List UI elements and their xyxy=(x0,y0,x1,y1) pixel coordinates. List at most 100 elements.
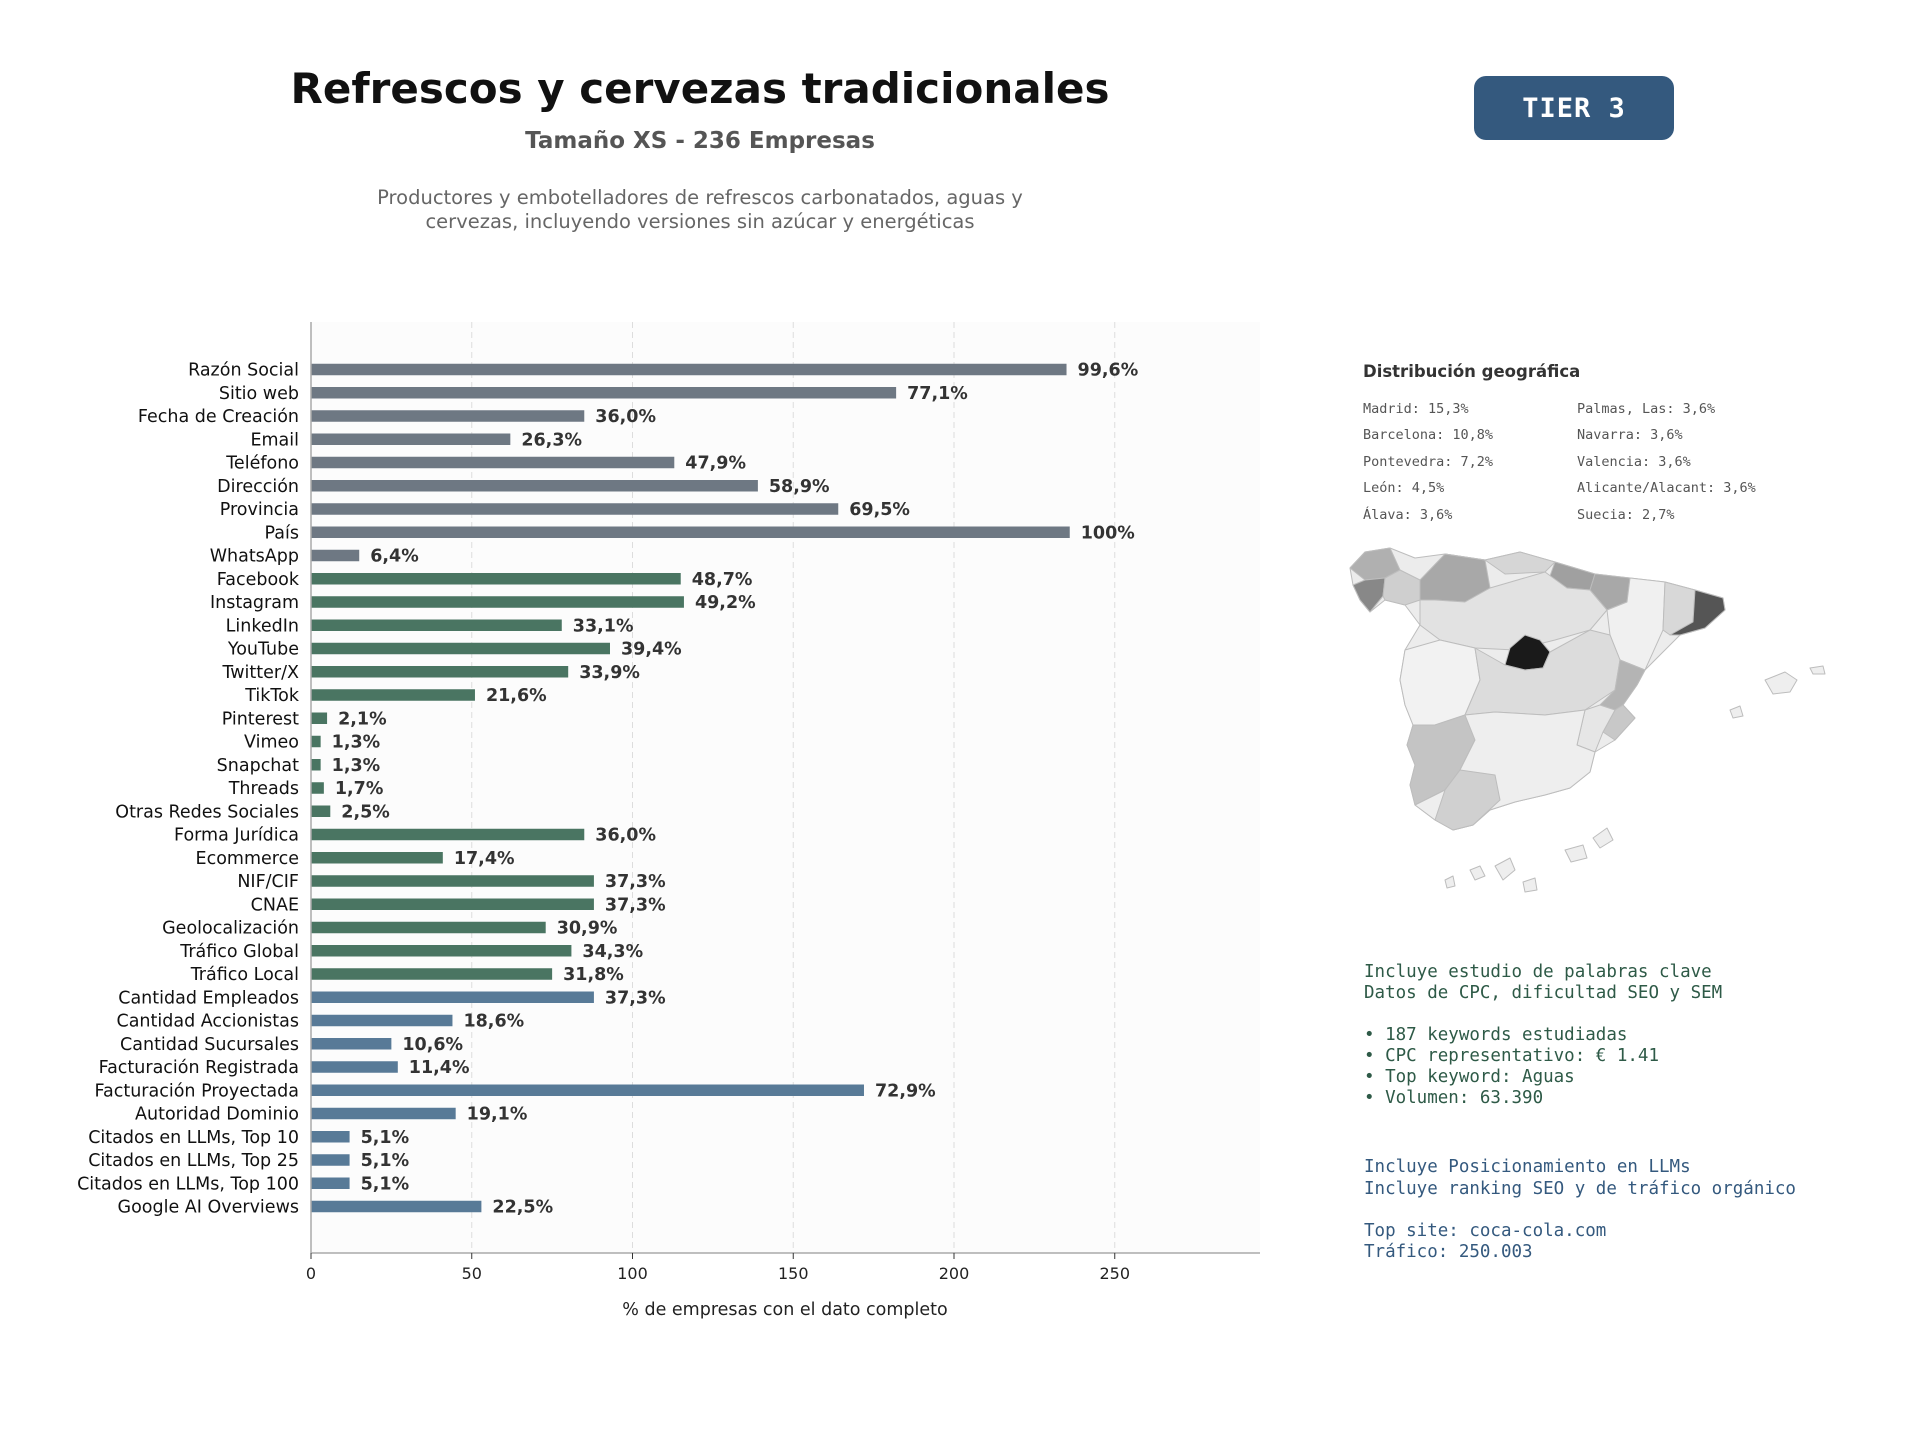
bar xyxy=(311,1107,456,1120)
value-label: 19,1% xyxy=(467,1105,528,1125)
bar xyxy=(311,1084,864,1096)
value-label: 22,5% xyxy=(492,1198,553,1218)
value-label: 34,3% xyxy=(582,942,643,962)
bar xyxy=(311,712,328,724)
category-label: NIF/CIF xyxy=(237,872,299,892)
geo-item: Álava: 3,6% xyxy=(1363,507,1453,523)
value-label: 33,1% xyxy=(573,616,634,636)
category-label: Geolocalización xyxy=(162,919,299,939)
map-north-coast xyxy=(1444,551,1556,575)
category-label: Citados en LLMs, Top 25 xyxy=(88,1151,299,1171)
bar xyxy=(311,433,511,445)
bar xyxy=(311,526,1070,538)
plot-area xyxy=(311,322,1260,1253)
tier-badge: TIER 3 xyxy=(1474,76,1674,140)
bar xyxy=(311,1177,350,1189)
category-label: Threads xyxy=(228,779,299,799)
x-axis-label: % de empresas con el dato completo xyxy=(622,1300,947,1320)
bar xyxy=(311,410,585,422)
bar xyxy=(311,735,321,748)
value-label: 47,9% xyxy=(685,454,746,474)
bar xyxy=(311,387,897,399)
bar xyxy=(311,456,675,469)
keywords-bullet-1: • 187 keywords estudiadas xyxy=(1364,1025,1628,1045)
value-label: 1,3% xyxy=(332,756,381,776)
value-label: 36,0% xyxy=(595,407,656,427)
keywords-bullet-3: • Top keyword: Aguas xyxy=(1364,1067,1575,1087)
keywords-bullet-4: • Volumen: 63.390 xyxy=(1364,1088,1544,1108)
bar xyxy=(311,898,594,910)
bar xyxy=(311,852,443,864)
bar xyxy=(311,782,324,794)
category-label: Cantidad Accionistas xyxy=(116,1012,299,1032)
category-label: Cantidad Empleados xyxy=(118,988,299,1008)
category-label: Provincia xyxy=(220,500,299,520)
geo-title: Distribución geográfica xyxy=(1363,362,1581,381)
category-label: Forma Jurídica xyxy=(174,826,299,846)
bar xyxy=(311,875,594,887)
value-label: 37,3% xyxy=(605,895,666,915)
keywords-line-1: Incluye estudio de palabras clave xyxy=(1364,962,1712,982)
bar xyxy=(311,689,475,701)
bar xyxy=(311,945,572,957)
category-label: TikTok xyxy=(244,686,300,706)
bar xyxy=(311,596,684,608)
value-label: 31,8% xyxy=(563,965,624,985)
geo-item: Valencia: 3,6% xyxy=(1577,454,1691,470)
category-label: Instagram xyxy=(210,593,299,613)
value-label: 36,0% xyxy=(595,826,656,846)
category-label: Razón Social xyxy=(188,361,299,381)
category-label: Fecha de Creación xyxy=(138,407,299,427)
value-label: 37,3% xyxy=(605,872,666,892)
value-label: 5,1% xyxy=(361,1128,410,1148)
value-label: 11,4% xyxy=(409,1058,470,1078)
map-pontevedra xyxy=(1352,577,1386,613)
category-label: YouTube xyxy=(227,640,299,660)
map-ourense xyxy=(1382,569,1421,606)
geo-item: Barcelona: 10,8% xyxy=(1363,427,1494,443)
value-label: 100% xyxy=(1081,523,1135,543)
bar xyxy=(311,1131,350,1143)
geo-item: Navarra: 3,6% xyxy=(1577,427,1683,443)
spain-map xyxy=(1349,547,1826,893)
geo-item: Madrid: 15,3% xyxy=(1363,401,1469,417)
llm-line-2: Incluye ranking SEO y de tráfico orgánic… xyxy=(1364,1179,1796,1199)
value-label: 5,1% xyxy=(361,1174,410,1194)
value-label: 72,9% xyxy=(875,1081,936,1101)
map-baleares-menorca xyxy=(1809,665,1826,675)
value-label: 2,5% xyxy=(341,802,390,822)
bar xyxy=(311,921,546,934)
bar xyxy=(311,1200,482,1213)
category-label: LinkedIn xyxy=(226,616,299,636)
category-label: CNAE xyxy=(251,895,299,915)
category-label: Pinterest xyxy=(222,709,299,729)
map-baleares-mallorca xyxy=(1764,671,1798,695)
bar xyxy=(311,1014,453,1027)
category-labels: Razón Social Sitio web Fecha de Creación Em… xyxy=(77,361,300,1218)
bar xyxy=(311,619,562,631)
category-label: Google AI Overviews xyxy=(118,1198,299,1218)
page-title: Refrescos y cervezas tradicionales xyxy=(290,64,1110,113)
bar xyxy=(311,549,360,562)
bar xyxy=(311,642,610,655)
value-label: 1,3% xyxy=(332,733,381,753)
bar xyxy=(311,480,758,492)
category-label: País xyxy=(265,523,299,543)
bar xyxy=(311,991,594,1003)
bar xyxy=(311,968,553,980)
category-label: Otras Redes Sociales xyxy=(115,802,299,822)
value-label: 77,1% xyxy=(907,384,968,404)
value-label: 5,1% xyxy=(361,1151,410,1171)
category-label: Ecommerce xyxy=(196,849,299,869)
value-label: 48,7% xyxy=(692,570,753,590)
category-label: Snapchat xyxy=(217,756,299,776)
value-label: 39,4% xyxy=(621,640,682,660)
page-subtitle: Tamaño XS - 236 Empresas xyxy=(525,128,875,154)
geo-item: León: 4,5% xyxy=(1363,480,1445,496)
category-label: Cantidad Sucursales xyxy=(120,1035,299,1055)
x-tick-label: 200 xyxy=(939,1264,970,1283)
keywords-bullet-2: • CPC representativo: € 1.41 xyxy=(1364,1046,1660,1066)
bar xyxy=(311,1154,350,1166)
x-ticks: 0 50 100 150 200 250 xyxy=(306,1253,1130,1283)
map-canarias-1 xyxy=(1444,875,1456,889)
